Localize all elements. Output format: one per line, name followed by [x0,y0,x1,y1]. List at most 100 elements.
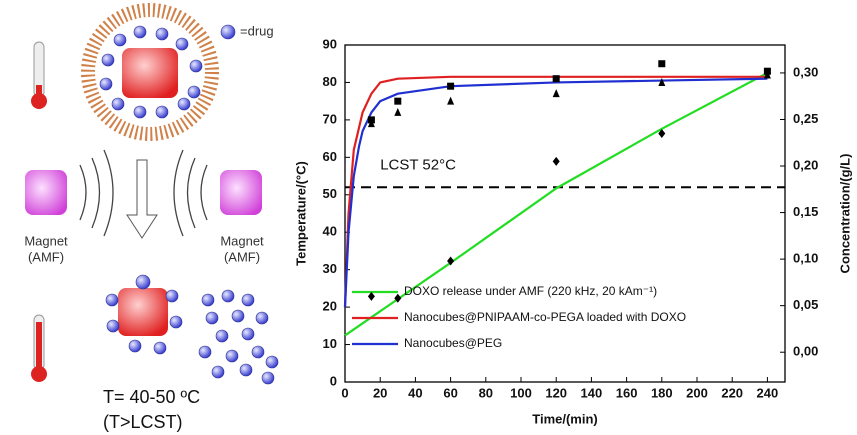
drug-particle [201,293,215,307]
drug-particle [128,339,142,353]
particle-released [118,288,168,336]
drug-particle [225,349,239,363]
series-line [343,75,768,308]
drug-particle [113,33,127,47]
drug-particle [111,97,125,111]
drug-particle [106,319,120,333]
y2-tick-label: 0,10 [793,251,818,266]
y2-tick-label: 0,00 [793,344,818,359]
x-tick-label: 160 [616,385,638,400]
x-tick-label: 180 [651,385,673,400]
y2-tick-label: 0,25 [793,111,818,126]
drug-particle [133,105,147,119]
magnet-label: (AMF) [224,249,260,264]
arrow [126,159,158,239]
y-tick-label: 90 [323,36,337,51]
drug-particle [155,105,169,119]
x-tick-label: 100 [510,385,532,400]
x-tick-label: 80 [479,385,493,400]
legend-label: DOXO release under AMF (220 kHz, 20 kAm⁻… [404,284,657,298]
magnet-label: Magnet [24,233,68,248]
drug-particle [241,327,255,341]
y-tick-label: 20 [323,299,337,314]
x-axis-title: Time/(min) [532,411,598,426]
legend-label: Nanocubes@PEG [404,336,502,350]
drug-particle [221,289,235,303]
magnet-label: (AMF) [28,249,64,264]
thermometer-low [31,41,47,109]
drug-particle [175,37,189,51]
x-tick-label: 140 [581,385,603,400]
marker-square [658,60,666,68]
legend-drug: =drug [240,23,274,38]
magnet-label: Magnet [220,233,264,248]
drug-particle [135,274,151,290]
marker-square [447,82,455,90]
plot-frame [344,44,786,383]
marker-triangle [367,119,375,128]
marker-diamond [763,68,771,78]
series-line [344,71,768,337]
drug-particle [99,77,113,91]
particle-loaded [81,3,219,141]
drug-particle [251,345,265,359]
temperature-label: T= 40-50 ºC [103,387,200,407]
x-tick-label: 200 [686,385,708,400]
marker-triangle [447,96,455,105]
drug-particle [198,345,212,359]
marker-square [552,75,560,83]
drug-particle [187,85,201,99]
y-axis-title: Temperature/(°C) [293,161,308,266]
y-tick-label: 70 [323,111,337,126]
drug-particle [101,53,115,67]
y2-tick-label: 0,20 [793,157,818,172]
drug-particle [220,24,236,40]
drug-particle [211,365,225,379]
drug-particle [265,355,279,369]
thermometer-high [31,314,47,382]
marker-diamond [658,128,666,138]
drug-particle [177,97,191,111]
marker-diamond [394,293,402,303]
marker-triangle [552,89,560,98]
schematic: =drug Magnet (AMF) Magnet (AMF) T= 40-50… [24,3,274,432]
drug-particle [133,25,147,39]
legend-label: Nanocubes@PNIPAAM-co-PEGA loaded with DO… [404,310,686,324]
magnet [25,170,67,215]
y2-tick-label: 0,15 [793,204,818,219]
drug-particle [241,293,255,307]
x-tick-label: 120 [545,385,567,400]
y2-axis-title: Concentration/(g/L) [837,154,852,274]
x-tick-label: 240 [757,385,779,400]
drug-particle [231,309,245,323]
drug-particle [169,315,183,329]
y-tick-label: 0 [330,373,337,388]
drug-particle [105,293,119,307]
marker-diamond [367,291,375,301]
drug-particle [261,371,275,385]
plot: 0 20 40 60 80 100 120 140 160 180 200 220 240 0 10 20 30… [293,36,852,426]
marker-triangle [394,107,402,116]
drug-particle [189,59,203,73]
series-line [343,77,768,308]
drug-particle [165,289,179,303]
marker-square [394,97,402,105]
y-tick-label: 30 [323,261,337,276]
y2-tick-label: 0,30 [793,64,818,79]
y-tick-label: 50 [323,186,337,201]
x-tick-label: 60 [443,385,457,400]
y-tick-label: 60 [323,149,337,164]
y2-tick-label: 0,05 [793,297,818,312]
y-tick-label: 80 [323,74,337,89]
y-tick-label: 40 [323,224,337,239]
drug-particle [255,311,269,325]
field-arcs [79,149,208,237]
y-tick-label: 10 [323,336,337,351]
drug-particle [215,329,229,343]
drug-particle [239,363,253,377]
x-tick-label: 40 [408,385,422,400]
drug-particle [153,341,167,355]
magnet [220,170,262,215]
x-tick-label: 220 [721,385,743,400]
